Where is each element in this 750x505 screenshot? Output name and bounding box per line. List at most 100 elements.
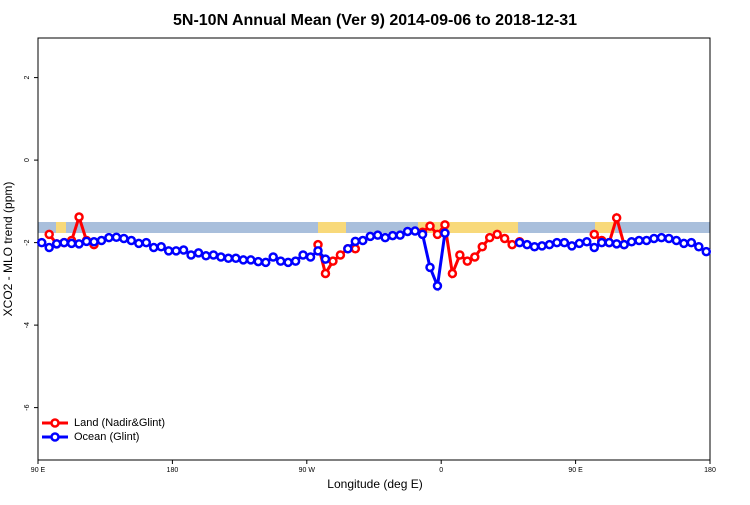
point: [216, 252, 226, 262]
y-tick-label: -4: [24, 322, 31, 328]
point: [193, 248, 204, 258]
plot-frame: [37, 37, 711, 461]
point: [694, 241, 704, 252]
point: [395, 230, 405, 240]
point: [582, 237, 592, 247]
legend-marker: [50, 432, 60, 442]
point: [372, 230, 383, 240]
point: [111, 232, 122, 242]
point: [604, 237, 614, 248]
point: [559, 237, 570, 248]
point: [567, 241, 577, 251]
point: [51, 239, 62, 249]
point: [343, 244, 353, 254]
point: [148, 242, 159, 253]
point: [402, 226, 413, 237]
point: [59, 237, 69, 248]
point: [81, 236, 92, 247]
point: [477, 241, 488, 252]
point: [462, 256, 473, 266]
point: [320, 254, 331, 264]
point: [417, 229, 428, 240]
point: [290, 256, 301, 266]
x-tick-label: 180: [704, 467, 716, 474]
band-land: [418, 222, 518, 233]
point: [44, 229, 54, 240]
point: [305, 252, 316, 262]
point: [74, 212, 84, 222]
point: [432, 281, 443, 291]
point: [440, 228, 450, 238]
y-tick-label: 0: [24, 158, 31, 162]
point: [163, 246, 174, 256]
point: [664, 233, 674, 244]
point: [626, 237, 637, 247]
point: [596, 237, 607, 248]
point: [96, 235, 107, 246]
x-tick-label: 90 E: [31, 467, 46, 474]
point: [358, 235, 368, 246]
point: [484, 232, 495, 243]
point: [701, 246, 712, 257]
legend-marker: [50, 418, 60, 428]
point: [365, 231, 376, 242]
point: [178, 245, 189, 255]
point: [104, 232, 114, 243]
point: [283, 257, 293, 268]
point: [470, 252, 480, 262]
point: [253, 256, 264, 267]
point: [156, 241, 166, 252]
point: [134, 238, 144, 249]
point: [656, 232, 667, 243]
y-axis-label: XCO2 - MLO trend (ppm): [1, 182, 15, 317]
point: [492, 229, 502, 240]
point: [634, 235, 644, 246]
point: [455, 250, 465, 260]
point: [246, 255, 256, 265]
legend-label: Land (Nadir&Glint): [74, 417, 165, 429]
point: [529, 241, 540, 252]
point: [328, 256, 338, 266]
point: [350, 236, 361, 247]
x-tick-label: 90 E: [568, 467, 583, 474]
point: [186, 250, 196, 260]
point: [36, 237, 47, 248]
point: [335, 250, 346, 260]
point: [410, 226, 420, 236]
point: [89, 237, 99, 247]
point: [268, 252, 278, 262]
point: [208, 250, 219, 260]
point: [440, 220, 450, 230]
point: [686, 237, 697, 248]
point: [537, 241, 547, 251]
point: [589, 242, 600, 253]
x-tick-label: 180: [167, 467, 179, 474]
x-tick-label: 90 W: [299, 467, 316, 474]
point: [611, 213, 622, 223]
point: [201, 251, 211, 261]
point: [425, 262, 435, 273]
point: [74, 239, 84, 249]
point: [66, 238, 77, 249]
point: [499, 233, 510, 244]
point: [320, 268, 331, 279]
point: [260, 257, 271, 268]
band-land: [56, 222, 66, 233]
point: [432, 229, 443, 240]
y-tick-label: -6: [24, 404, 31, 410]
point: [44, 242, 54, 253]
chart-title: 5N-10N Annual Mean (Ver 9) 2014-09-06 to…: [173, 12, 577, 29]
band-land: [595, 222, 615, 233]
point: [507, 239, 517, 250]
point: [313, 246, 323, 256]
point: [238, 255, 249, 265]
y-tick-label: 2: [24, 76, 31, 80]
point: [619, 239, 629, 250]
point: [380, 232, 390, 243]
point: [425, 221, 435, 231]
x-tick-label: 0: [439, 467, 443, 474]
point: [641, 235, 652, 246]
band-ocean: [38, 222, 710, 233]
point: [275, 256, 286, 266]
